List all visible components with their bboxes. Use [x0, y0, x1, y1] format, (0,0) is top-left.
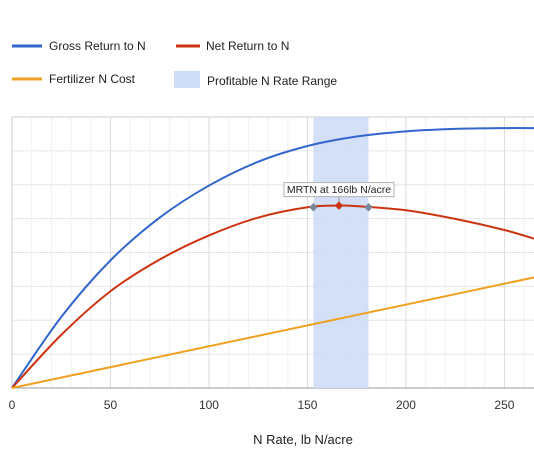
legend-label-net-return: Net Return to N: [206, 39, 289, 53]
x-tick-label: 150: [297, 398, 317, 412]
profitable-range-band: [313, 117, 369, 388]
annotation-label: MRTN at 166lb N/acre: [287, 184, 391, 196]
x-tick-label: 200: [396, 398, 416, 412]
legend-swatch-profitable-range: [174, 71, 200, 88]
plot-area: MRTN at 166lb N/acre 0 50 100 150 200 250: [9, 116, 534, 412]
x-tick-label: 0: [9, 398, 16, 412]
range-bound-point: [364, 203, 373, 212]
x-tick-label: 50: [104, 398, 118, 412]
mrtn-point: [334, 201, 344, 210]
x-tick-label: 100: [199, 398, 219, 412]
legend-label-gross-return: Gross Return to N: [49, 39, 146, 53]
legend-label-fertilizer-cost: Fertilizer N Cost: [49, 72, 136, 86]
legend-label-profitable-range: Profitable N Rate Range: [207, 74, 337, 88]
series-line-gross-return: [11, 127, 534, 389]
x-tick-label: 250: [494, 398, 514, 412]
series-line-net-return: [11, 204, 534, 389]
series-line-fertilizer-cost: [11, 276, 534, 389]
annotation-box: [283, 182, 395, 198]
x-axis-title: N Rate, lb N/acre: [253, 432, 353, 447]
legend: Gross Return to N Net Return to N Fertil…: [12, 39, 337, 88]
range-bound-point: [309, 203, 318, 212]
